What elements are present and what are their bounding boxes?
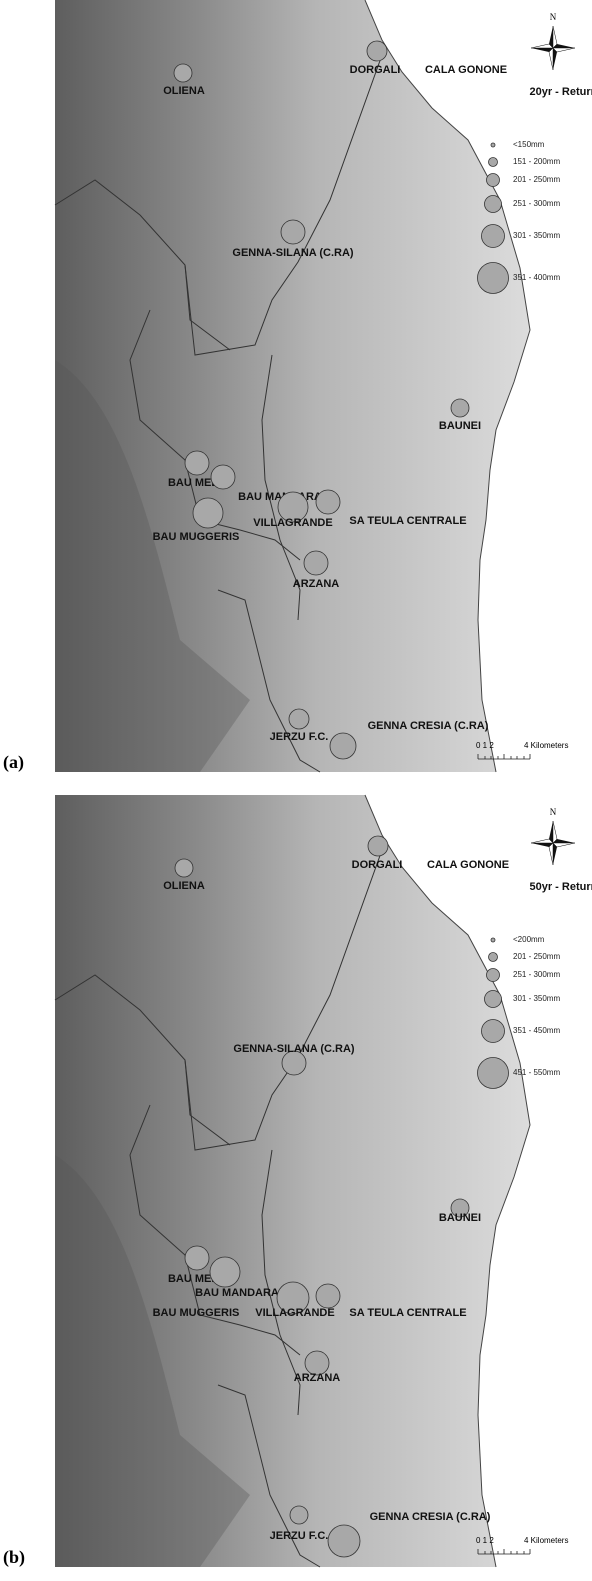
legend-label: 351 - 450mm bbox=[513, 1026, 560, 1035]
station-symbol bbox=[175, 859, 193, 877]
station-symbol bbox=[316, 490, 340, 514]
scale-unit: 4 Kilometers bbox=[524, 741, 568, 750]
station-symbol bbox=[368, 836, 388, 856]
legend-symbol bbox=[489, 158, 498, 167]
panel-label: (b) bbox=[3, 1547, 25, 1568]
station-symbol bbox=[185, 451, 209, 475]
legend-symbol bbox=[485, 196, 502, 213]
station-symbol bbox=[210, 1257, 240, 1287]
station-label: BAU MUGGERIS bbox=[153, 531, 240, 543]
station-label: CALA GONONE bbox=[425, 64, 507, 76]
station-label: OLIENA bbox=[163, 85, 205, 97]
legend-symbol bbox=[489, 953, 498, 962]
legend-symbol bbox=[491, 938, 495, 942]
station-label: GENNA-SILANA (C.RA) bbox=[233, 1043, 355, 1055]
station-label: OLIENA bbox=[163, 880, 205, 892]
legend-symbol bbox=[487, 969, 500, 982]
station-label: VILLAGRANDE bbox=[253, 517, 332, 529]
station-label: BAUNEI bbox=[439, 420, 481, 432]
legend-label: 301 - 350mm bbox=[513, 994, 560, 1003]
legend-title: 50yr - Return Level bbox=[529, 881, 592, 893]
station-label: GENNA-SILANA (C.RA) bbox=[232, 247, 354, 259]
legend-label: 151 - 200mm bbox=[513, 157, 560, 166]
station-label: DORGALI bbox=[352, 859, 403, 871]
figure: OLIENA DORGALI CALA GONONE GENNA-SILANA (C.… bbox=[0, 0, 592, 1581]
station-label: CALA GONONE bbox=[427, 859, 509, 871]
legend-label: <200mm bbox=[513, 935, 545, 944]
station-label: DORGALI bbox=[350, 64, 401, 76]
legend-label: 301 - 350mm bbox=[513, 231, 560, 240]
legend-symbol bbox=[478, 263, 509, 294]
page: {"panels":[ {"label":"(a)","title":"20yr… bbox=[0, 0, 592, 1581]
map-panel: OLIENA DORGALI CALA GONONE GENNA-SILANA (C.… bbox=[3, 0, 592, 773]
legend-label: 251 - 300mm bbox=[513, 970, 560, 979]
legend-symbol bbox=[478, 1058, 509, 1089]
legend-label: <150mm bbox=[513, 140, 545, 149]
scale-ticks: 0 1 2 bbox=[476, 1536, 494, 1545]
station-symbol bbox=[193, 498, 223, 528]
station-label: GENNA CRESIA (C.RA) bbox=[370, 1511, 491, 1523]
scale-ticks: 0 1 2 bbox=[476, 741, 494, 750]
station-label: JERZU F.C. bbox=[270, 1530, 329, 1542]
station-label: VILLAGRANDE bbox=[255, 1307, 334, 1319]
legend-symbol bbox=[487, 174, 500, 187]
station-label: BAU MANDARA bbox=[195, 1287, 279, 1299]
station-symbol bbox=[316, 1284, 340, 1308]
legend-label: 201 - 250mm bbox=[513, 952, 560, 961]
station-symbol bbox=[174, 64, 192, 82]
station-symbol bbox=[185, 1246, 209, 1270]
station-label: BAUNEI bbox=[439, 1212, 481, 1224]
map-panel: OLIENA DORGALI CALA GONONE GENNA-SILANA (C.… bbox=[3, 795, 592, 1568]
station-symbol bbox=[289, 709, 309, 729]
legend-label: 201 - 250mm bbox=[513, 175, 560, 184]
station-label: ARZANA bbox=[294, 1372, 340, 1384]
station-label: SA TEULA CENTRALE bbox=[349, 1307, 466, 1319]
station-label: SA TEULA CENTRALE bbox=[349, 515, 466, 527]
north-arrow-light bbox=[531, 821, 575, 865]
station-symbol bbox=[211, 465, 235, 489]
panel-label: (a) bbox=[3, 752, 24, 773]
station-symbol bbox=[290, 1506, 308, 1524]
station-symbol bbox=[328, 1525, 360, 1557]
station-label: GENNA CRESIA (C.RA) bbox=[368, 720, 489, 732]
station-symbol bbox=[367, 41, 387, 61]
legend-symbol bbox=[482, 1020, 505, 1043]
north-arrow-light bbox=[531, 26, 575, 70]
legend-label: 251 - 300mm bbox=[513, 199, 560, 208]
legend-symbol bbox=[491, 143, 495, 147]
legend-symbol bbox=[485, 991, 502, 1008]
station-symbol bbox=[281, 220, 305, 244]
legend-label: 451 - 550mm bbox=[513, 1068, 560, 1077]
station-label: BAU MUGGERIS bbox=[153, 1307, 240, 1319]
station-symbol bbox=[330, 733, 356, 759]
legend-title: 20yr - Return Level bbox=[529, 86, 592, 98]
north-label: N bbox=[550, 12, 557, 22]
legend-symbol bbox=[482, 225, 505, 248]
station-symbol bbox=[451, 399, 469, 417]
station-label: ARZANA bbox=[293, 578, 339, 590]
north-label: N bbox=[550, 807, 557, 817]
legend-label: 351 - 400mm bbox=[513, 273, 560, 282]
station-label: JERZU F.C. bbox=[270, 731, 329, 743]
scale-unit: 4 Kilometers bbox=[524, 1536, 568, 1545]
station-symbol bbox=[304, 551, 328, 575]
